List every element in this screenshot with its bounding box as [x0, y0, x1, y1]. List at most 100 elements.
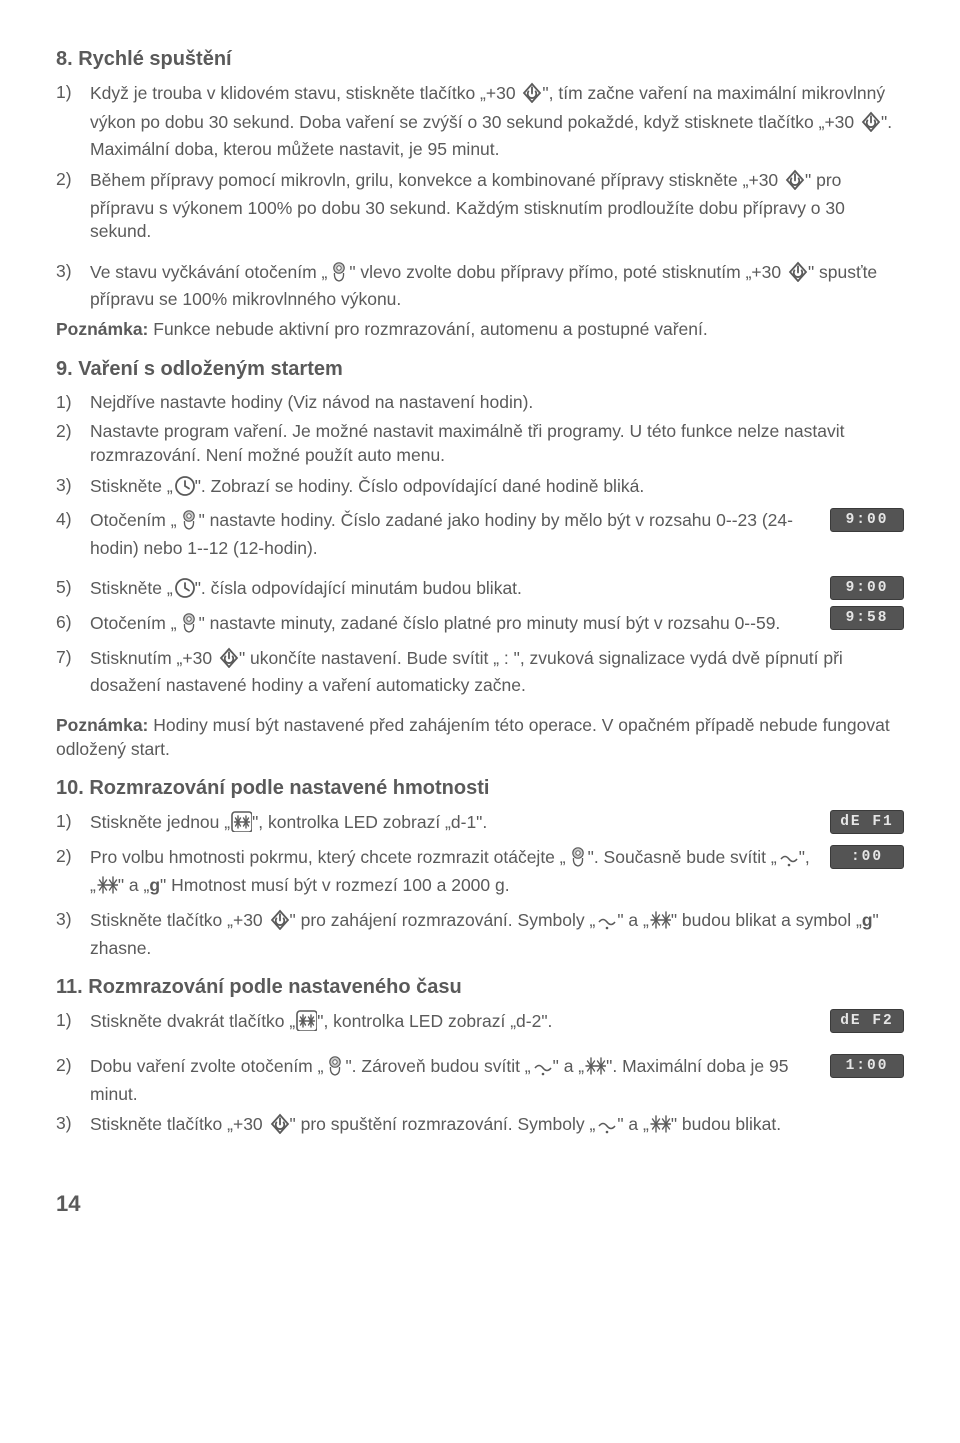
- item-body: Pro volbu hmotnosti pokrmu, který chcete…: [90, 845, 814, 902]
- double-snow-icon: [649, 1112, 671, 1141]
- knob-icon: [566, 845, 588, 874]
- text: ". Zobrazí se hodiny. Číslo odpovídající…: [195, 476, 645, 496]
- power-icon: [859, 110, 881, 139]
- text: " nastavte minuty, zadané číslo platné p…: [199, 613, 781, 633]
- item-number: 1): [56, 810, 90, 839]
- s10-item-3: 3) Stiskněte tlačítko „+30 " pro zahájen…: [56, 908, 904, 960]
- s9-item-2: 2) Nastavte program vaření. Je možné nas…: [56, 420, 904, 467]
- text: " budou blikat a symbol „: [671, 910, 862, 930]
- led-display: 9:58: [830, 606, 904, 630]
- section-9-title: 9. Vaření s odloženým startem: [56, 356, 904, 383]
- wave-icon: [595, 912, 617, 937]
- note-text: Hodiny musí být nastavené před zahájením…: [56, 715, 890, 759]
- s9-item-3: 3) Stiskněte „ ". Zobrazí se hodiny. Čísl…: [56, 474, 904, 503]
- text: Stiskněte tlačítko „+30: [90, 910, 268, 930]
- text: Stisknutím „+30: [90, 648, 217, 668]
- item-body: Stiskněte tlačítko „+30 " pro zahájení r…: [90, 908, 904, 960]
- s9-item-1: 1) Nejdříve nastavte hodiny (Viz návod n…: [56, 391, 904, 415]
- s11-item-1: 1) Stiskněte dvakrát tlačítko „", kontro…: [56, 1009, 814, 1038]
- item-body: Otočením „" nastavte hodiny. Číslo zadan…: [90, 508, 814, 560]
- item-body: Během přípravy pomocí mikrovln, grilu, k…: [90, 168, 904, 244]
- clock-arrow-icon: [173, 576, 195, 605]
- text: " Hmotnost musí být v rozmezí 100 a 2000…: [160, 875, 510, 895]
- s8-item-1: 1) Když je trouba v klidovém stavu, stis…: [56, 81, 904, 162]
- double-snow-icon: [96, 873, 118, 902]
- item-number: 3): [56, 908, 90, 960]
- led-display: 1:00: [830, 1054, 904, 1078]
- section-10-title: 10. Rozmrazování podle nastavené hmotnos…: [56, 775, 904, 802]
- snowflake-icon: [295, 1009, 317, 1038]
- s10-item-2: 2) Pro volbu hmotnosti pokrmu, který chc…: [56, 845, 814, 902]
- text: Stiskněte tlačítko „+30: [90, 1114, 268, 1134]
- item-number: 3): [56, 474, 90, 503]
- text: " a „: [617, 1114, 649, 1134]
- text: Během přípravy pomocí mikrovln, grilu, k…: [90, 170, 783, 190]
- wave-icon: [531, 1058, 553, 1083]
- text: Stiskněte „: [90, 578, 173, 598]
- item-number: 6): [56, 611, 90, 640]
- s11-item-2: 2) Dobu vaření zvolte otočením „ ". Zárov…: [56, 1054, 814, 1106]
- item-body: Stiskněte „". čísla odpovídající minutám…: [90, 576, 814, 605]
- led-display: dE F2: [830, 1009, 904, 1033]
- section-11-title: 11. Rozmrazování podle nastaveného času: [56, 974, 904, 1001]
- text: ", kontrolka LED zobrazí „d-1".: [252, 812, 487, 832]
- text: Stiskněte jednou „: [90, 812, 230, 832]
- item-body: Stiskněte tlačítko „+30 " pro spuštění r…: [90, 1112, 904, 1141]
- double-snow-icon: [649, 908, 671, 937]
- item-number: 4): [56, 508, 90, 560]
- item-body: Nejdříve nastavte hodiny (Viz návod na n…: [90, 391, 904, 415]
- snowflake-icon: [230, 810, 252, 839]
- item-body: Stiskněte dvakrát tlačítko „ ", kontrolka…: [90, 1009, 814, 1038]
- item-body: Když je trouba v klidovém stavu, stiskně…: [90, 81, 904, 162]
- item-number: 7): [56, 646, 90, 698]
- text: Stiskněte dvakrát tlačítko „: [90, 1011, 295, 1031]
- text: ". Současně bude svítit „: [588, 847, 777, 867]
- text: ". Zároveň budou svítit „: [345, 1056, 530, 1076]
- item-number: 3): [56, 260, 90, 312]
- power-icon: [783, 168, 805, 197]
- power-icon: [520, 81, 542, 110]
- knob-icon: [327, 260, 349, 289]
- led-display: 9:00: [830, 508, 904, 532]
- s9-item-7: 7) Stisknutím „+30 " ukončíte nastavení.…: [56, 646, 904, 698]
- item-body: Stiskněte jednou „ ", kontrolka LED zobra…: [90, 810, 814, 839]
- text: " a „: [553, 1056, 585, 1076]
- s9-item-6: 6) Otočením „ " nastavte minuty, zadané č…: [56, 611, 814, 640]
- knob-icon: [177, 611, 199, 640]
- s10-item-1: 1) Stiskněte jednou „ ", kontrolka LED zo…: [56, 810, 814, 839]
- text: ", kontrolka LED zobrazí „d-2".: [317, 1011, 552, 1031]
- item-number: 2): [56, 1054, 90, 1106]
- power-icon: [268, 908, 290, 937]
- text: " a „: [118, 875, 150, 895]
- wave-icon: [777, 849, 799, 874]
- s11-item-3: 3) Stiskněte tlačítko „+30 " pro spuštěn…: [56, 1112, 904, 1141]
- item-number: 5): [56, 576, 90, 605]
- clock-arrow-icon: [173, 474, 195, 503]
- item-number: 2): [56, 168, 90, 244]
- text: Ve stavu vyčkávání otočením „: [90, 262, 327, 282]
- led-display: 9:00: [830, 576, 904, 600]
- text: " vlevo zvolte dobu přípravy přímo, poté…: [349, 262, 786, 282]
- note-text: Funkce nebude aktivní pro rozmrazování, …: [148, 319, 707, 339]
- item-body: Stiskněte „ ". Zobrazí se hodiny. Číslo o…: [90, 474, 904, 503]
- item-number: 2): [56, 845, 90, 902]
- s9-item-4: 4) Otočením „" nastavte hodiny. Číslo za…: [56, 508, 814, 560]
- knob-icon: [323, 1054, 345, 1083]
- item-number: 2): [56, 420, 90, 467]
- text: g: [862, 910, 873, 930]
- text: Otočením „: [90, 613, 177, 633]
- led-display: dE F1: [830, 810, 904, 834]
- led-display: :00: [830, 845, 904, 869]
- s8-item-3: 3) Ve stavu vyčkávání otočením „ " vlevo …: [56, 260, 904, 312]
- power-icon: [268, 1112, 290, 1141]
- knob-icon: [177, 508, 199, 537]
- s9-note: Poznámka: Hodiny musí být nastavené před…: [56, 714, 904, 761]
- text: Otočením „: [90, 510, 177, 530]
- item-number: 1): [56, 81, 90, 162]
- s8-item-2: 2) Během přípravy pomocí mikrovln, grilu…: [56, 168, 904, 244]
- text: Stiskněte „: [90, 476, 173, 496]
- text: Dobu vaření zvolte otočením „: [90, 1056, 323, 1076]
- text: " budou blikat.: [671, 1114, 781, 1134]
- wave-icon: [595, 1116, 617, 1141]
- double-snow-icon: [584, 1054, 606, 1083]
